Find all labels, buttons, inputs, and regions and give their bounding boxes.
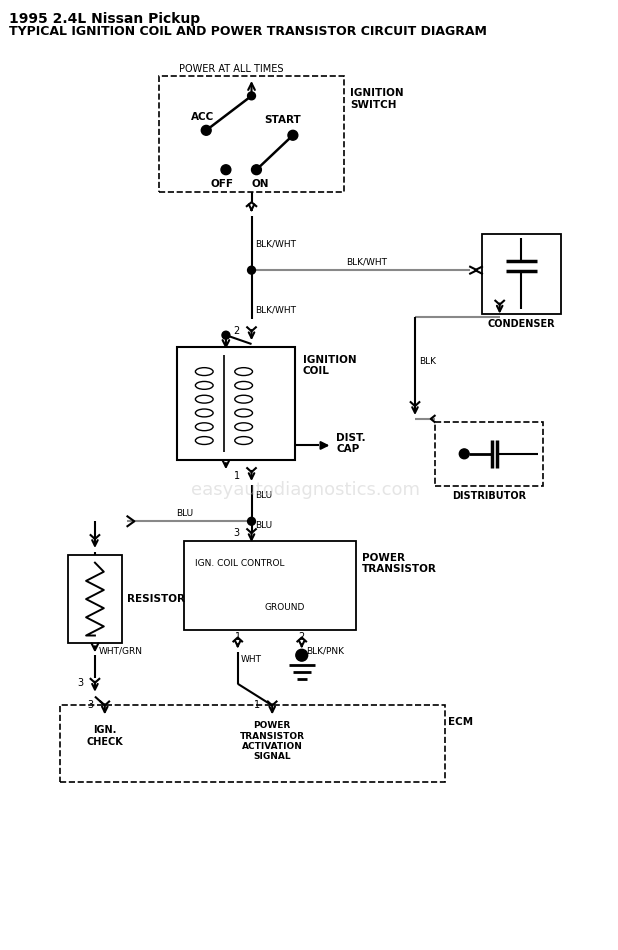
Ellipse shape — [195, 409, 213, 417]
Text: ON: ON — [252, 179, 269, 188]
Text: RESISTOR: RESISTOR — [127, 594, 185, 604]
Text: IGN. COIL CONTROL: IGN. COIL CONTROL — [195, 559, 285, 568]
Text: 1: 1 — [254, 700, 260, 711]
Ellipse shape — [195, 423, 213, 430]
Text: BLK/WHT: BLK/WHT — [255, 305, 297, 314]
Text: 1: 1 — [235, 633, 241, 642]
Circle shape — [221, 164, 231, 175]
Bar — [69, 555, 122, 643]
Text: 3: 3 — [234, 528, 240, 538]
Text: BLU: BLU — [255, 491, 273, 501]
Circle shape — [248, 92, 255, 100]
Bar — [177, 347, 295, 460]
Ellipse shape — [235, 437, 253, 445]
Text: GROUND: GROUND — [265, 603, 305, 613]
Text: 2: 2 — [234, 326, 240, 336]
Text: TYPICAL IGNITION COIL AND POWER TRANSISTOR CIRCUIT DIAGRAM: TYPICAL IGNITION COIL AND POWER TRANSIST… — [9, 25, 487, 38]
Text: ACC: ACC — [191, 111, 214, 122]
Text: POWER
TRANSISTOR: POWER TRANSISTOR — [362, 553, 437, 575]
Ellipse shape — [235, 395, 253, 403]
Ellipse shape — [195, 368, 213, 375]
Ellipse shape — [195, 382, 213, 390]
Text: IGN.
CHECK: IGN. CHECK — [87, 725, 123, 747]
Bar — [61, 706, 444, 782]
Circle shape — [222, 332, 230, 339]
Bar — [184, 541, 356, 630]
Text: BLK/WHT: BLK/WHT — [346, 257, 387, 267]
Ellipse shape — [195, 437, 213, 445]
Circle shape — [296, 649, 308, 661]
Text: 1995 2.4L Nissan Pickup: 1995 2.4L Nissan Pickup — [9, 12, 200, 27]
Text: 1: 1 — [234, 471, 240, 481]
Ellipse shape — [235, 409, 253, 417]
Text: ECM: ECM — [449, 717, 473, 728]
Text: BLK/WHT: BLK/WHT — [255, 239, 297, 248]
Text: IGNITION
SWITCH: IGNITION SWITCH — [350, 88, 404, 109]
Text: DISTRIBUTOR: DISTRIBUTOR — [452, 491, 526, 501]
Ellipse shape — [235, 382, 253, 390]
Circle shape — [201, 125, 211, 135]
Text: easyautodiagnostics.com: easyautodiagnostics.com — [191, 481, 420, 499]
Circle shape — [248, 266, 255, 275]
Text: BLK/PNK: BLK/PNK — [306, 647, 344, 656]
Text: START: START — [265, 116, 302, 125]
Text: 2: 2 — [298, 633, 305, 642]
Text: BLK: BLK — [419, 357, 436, 367]
Text: POWER AT ALL TIMES: POWER AT ALL TIMES — [179, 65, 283, 74]
Bar — [482, 234, 561, 314]
Bar — [159, 76, 344, 192]
Circle shape — [459, 449, 469, 459]
Text: CONDENSER: CONDENSER — [488, 319, 555, 330]
Ellipse shape — [235, 368, 253, 375]
Circle shape — [252, 164, 261, 175]
Text: POWER
TRANSISTOR
ACTIVATION
SIGNAL: POWER TRANSISTOR ACTIVATION SIGNAL — [240, 721, 305, 761]
Text: WHT: WHT — [240, 655, 261, 664]
Circle shape — [248, 518, 255, 525]
Text: BLU: BLU — [176, 509, 193, 518]
Text: WHT/GRN: WHT/GRN — [99, 647, 143, 656]
Text: BLU: BLU — [255, 521, 273, 530]
Text: OFF: OFF — [211, 179, 234, 188]
Ellipse shape — [235, 423, 253, 430]
Ellipse shape — [195, 395, 213, 403]
Circle shape — [288, 130, 298, 141]
Text: IGNITION
COIL: IGNITION COIL — [303, 355, 357, 376]
Text: 3: 3 — [77, 677, 83, 688]
Bar — [434, 422, 543, 485]
Text: DIST.
CAP: DIST. CAP — [336, 432, 366, 454]
Text: 3: 3 — [87, 700, 93, 711]
